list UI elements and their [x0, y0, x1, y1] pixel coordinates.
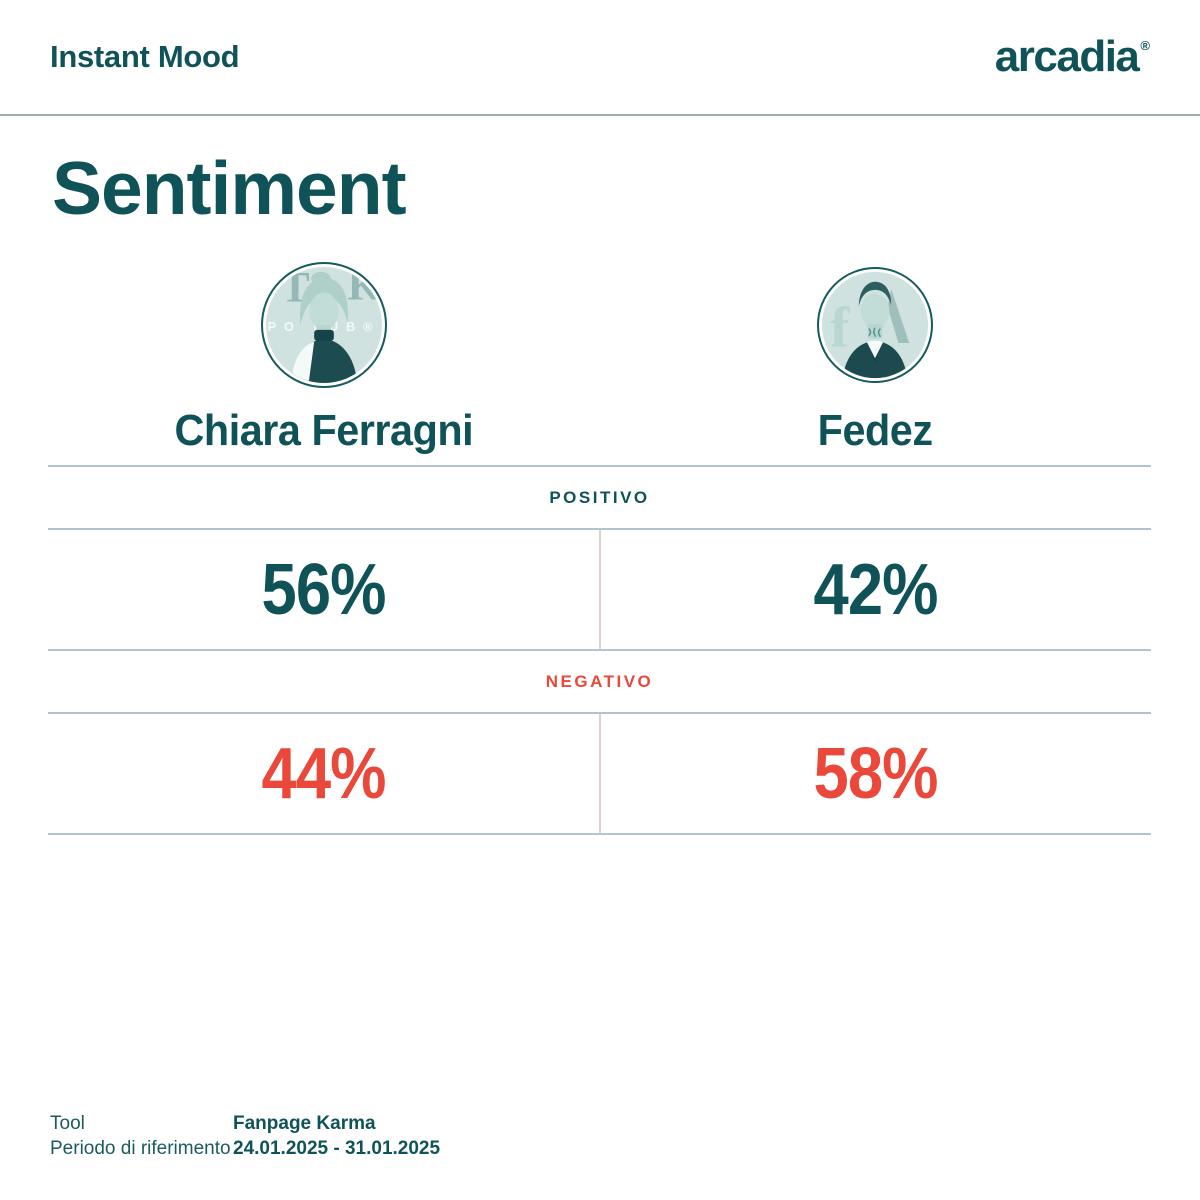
profile-name: Fedez [817, 406, 933, 455]
table-line [48, 528, 1151, 530]
negativo-row-label: NEGATIVO [545, 671, 654, 691]
cell-divider [598, 714, 601, 833]
positivo-row-label: POSITIVO [549, 487, 650, 507]
page-title: Sentiment [52, 146, 407, 230]
svg-text:f: f [830, 297, 850, 360]
table-line [48, 833, 1151, 835]
profile-fedez: f Fedez [600, 258, 1152, 456]
avatar-box: T K PO LUB® [260, 258, 387, 392]
fedez-avatar: f [817, 267, 934, 383]
positivo-value-chiara: 56% [261, 549, 386, 630]
table-line [48, 712, 1151, 714]
positivo-value-fedez: 42% [813, 549, 939, 630]
positivo-values-row: 56% 42% [48, 530, 1151, 649]
arcadia-logo: arcadia ® [995, 35, 1150, 79]
svg-text:K: K [347, 266, 381, 309]
profile-name: Chiara Ferragni [174, 406, 474, 455]
negativo-value-chiara: 44% [261, 733, 386, 814]
profile-chiara-ferragni: T K PO LUB® Chiara Fe [48, 258, 600, 456]
arcadia-wordmark: arcadia [994, 32, 1140, 81]
report-title: Instant Mood [50, 39, 240, 74]
header-divider [0, 114, 1200, 116]
footer: Tool Fanpage Karma Periodo di riferiment… [50, 1113, 440, 1160]
tool-value: Fanpage Karma [233, 1113, 376, 1134]
cell-divider [598, 530, 601, 649]
chiara-ferragni-avatar: T K PO LUB® [260, 262, 387, 388]
person-photo-duotone-icon: f [822, 271, 929, 379]
tool-label: Tool [50, 1113, 85, 1134]
avatar-box: f [817, 258, 934, 392]
negativo-values-row: 44% 58% [48, 714, 1151, 833]
period-value: 24.01.2025 - 31.01.2025 [233, 1138, 441, 1159]
person-photo-duotone-icon: T K PO LUB® [265, 266, 382, 384]
table-line [48, 465, 1151, 467]
negativo-value-fedez: 58% [813, 733, 939, 814]
registered-trademark-icon: ® [1140, 38, 1150, 53]
table-line [48, 649, 1151, 651]
period-label: Periodo di riferimento [50, 1138, 231, 1159]
sentiment-table: POSITIVO 56% 42% NEGATIVO 44% 58% [48, 465, 1151, 835]
header: Instant Mood arcadia ® [0, 0, 1200, 114]
profiles-row: T K PO LUB® Chiara Fe [48, 258, 1151, 456]
